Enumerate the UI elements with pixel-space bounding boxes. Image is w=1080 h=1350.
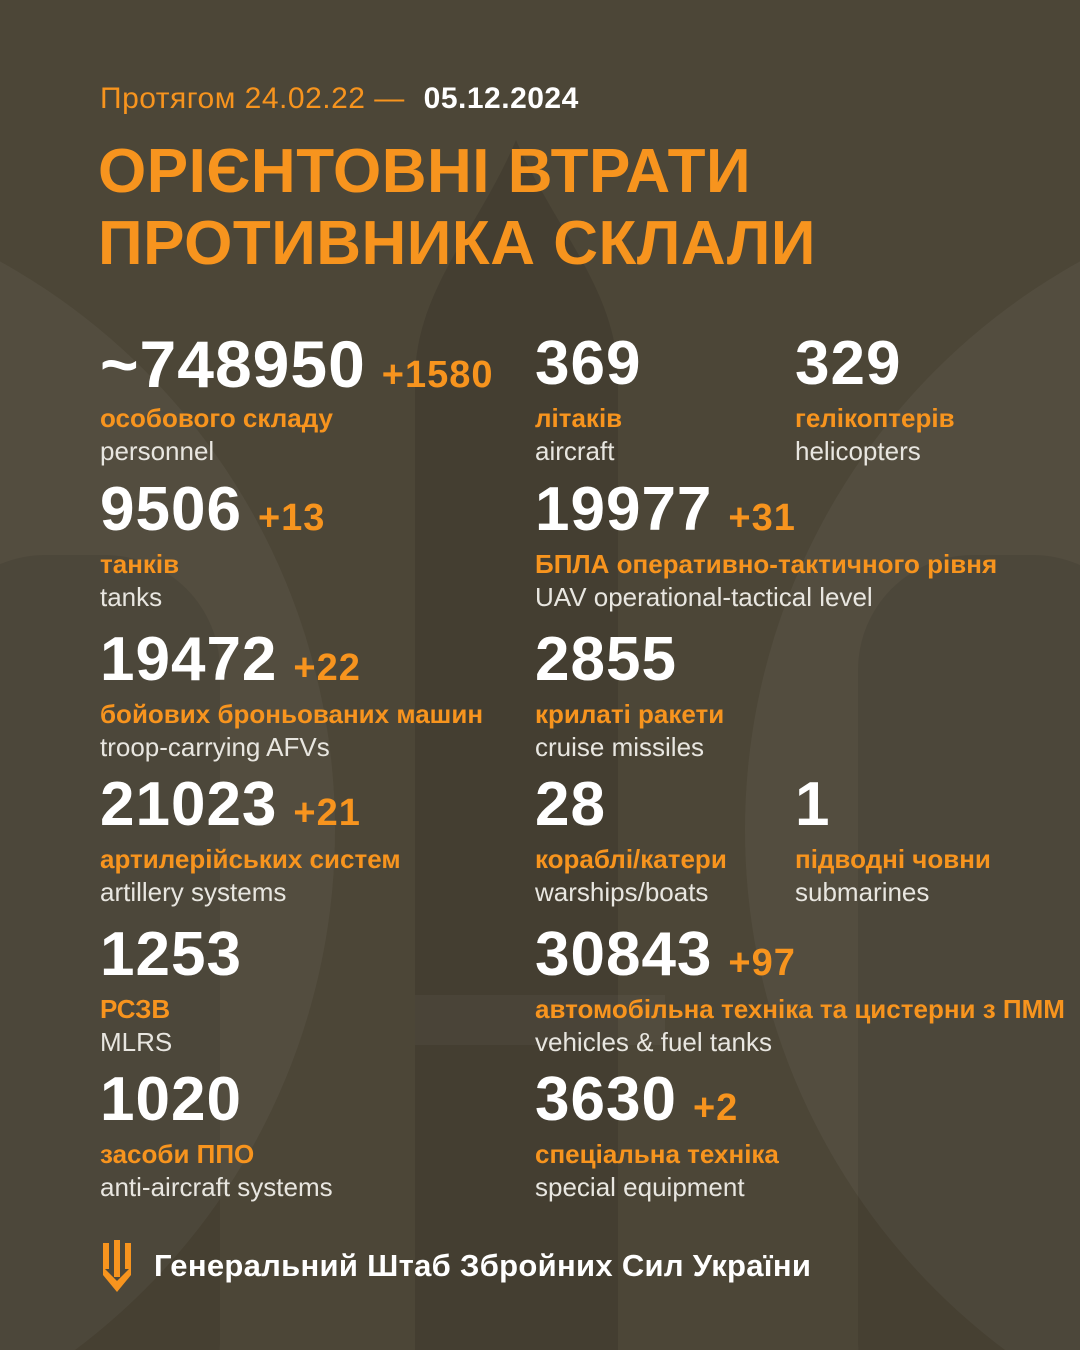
stat-label-en: warships/boats xyxy=(535,877,709,907)
stat-label-en: artillery systems xyxy=(100,877,287,907)
report-date: 05.12.2024 xyxy=(423,82,579,115)
title-line-2: ПРОТИВНИКА СКЛАЛИ xyxy=(98,209,816,278)
stat-artillery: 21023 +21 артилерійських систем artiller… xyxy=(100,773,401,909)
stat-afv: 19472 +22 бойових броньованих машин troo… xyxy=(100,628,483,764)
stat-value: 1 xyxy=(795,770,831,839)
stat-value: 2855 xyxy=(535,625,677,694)
stat-delta: +13 xyxy=(257,497,326,539)
stat-submarines: 1 підводні човни submarines xyxy=(795,773,991,909)
stat-label-en: troop-carrying AFVs xyxy=(100,732,330,762)
stat-delta: +97 xyxy=(728,942,796,984)
stat-label-en: vehicles & fuel tanks xyxy=(535,1027,773,1057)
stat-aircraft: 369 літаків aircraft xyxy=(535,332,641,468)
stat-label-en: tanks xyxy=(100,582,163,612)
stat-tanks: 9506 +13 танків tanks xyxy=(100,478,325,614)
stat-value: 1253 xyxy=(100,920,242,989)
stat-personnel: ~748950 +1580 особового складу personnel xyxy=(100,327,494,468)
stat-cruise-missiles: 2855 крилаті ракети cruise missiles xyxy=(535,628,724,764)
stat-delta: +21 xyxy=(293,792,361,834)
stat-label-en: cruise missiles xyxy=(535,732,705,762)
stat-label-uk: засоби ППО xyxy=(100,1139,255,1169)
stat-label-uk: гелікоптерів xyxy=(795,403,955,433)
stat-label-en: special equipment xyxy=(535,1172,745,1202)
stat-vehicles: 30843 +97 автомобільна техніка та цистер… xyxy=(535,923,1065,1059)
stat-label-uk: РСЗВ xyxy=(100,994,171,1024)
stat-delta: +31 xyxy=(728,497,796,539)
stat-delta: +2 xyxy=(692,1087,739,1129)
stat-mlrs: 1253 РСЗВ MLRS xyxy=(100,923,242,1059)
stat-delta: +22 xyxy=(293,647,361,689)
stat-value: 3630 xyxy=(535,1065,677,1134)
stat-label-en: UAV operational-tactical level xyxy=(535,582,873,612)
stat-label-uk: бойових броньованих машин xyxy=(100,699,484,729)
stat-label-en: personnel xyxy=(100,436,215,466)
stat-value: 28 xyxy=(535,770,606,839)
stat-label-uk: БПЛА оперативно-тактичного рівня xyxy=(535,549,998,579)
stat-value: 329 xyxy=(795,329,902,398)
stat-value: 21023 xyxy=(100,770,278,839)
stat-delta: +1580 xyxy=(381,354,494,396)
stat-warships: 28 кораблі/катери warships/boats xyxy=(535,773,727,909)
stat-value: 9506 xyxy=(100,475,242,544)
stat-label-uk: літаків xyxy=(535,403,623,433)
stat-label-uk: крилаті ракети xyxy=(535,699,725,729)
stat-label-uk: спеціальна техніка xyxy=(535,1139,779,1169)
stat-special-equipment: 3630 +2 спеціальна техніка special equip… xyxy=(535,1068,779,1204)
stat-value: 1020 xyxy=(100,1065,242,1134)
stat-label-en: anti-aircraft systems xyxy=(100,1172,333,1202)
stat-value: 369 xyxy=(535,329,642,398)
footer: Генеральний Штаб Збройних Сил України xyxy=(100,1240,811,1292)
report-period: Протягом 24.02.22 — 05.12.2024 xyxy=(100,82,579,116)
stat-label-uk: особового складу xyxy=(100,403,333,433)
stat-label-uk: кораблі/катери xyxy=(535,844,727,874)
stat-label-uk: автомобільна техніка та цистерни з ПММ xyxy=(535,994,1065,1024)
stat-label-en: helicopters xyxy=(795,436,921,466)
stat-uav: 19977 +31 БПЛА оперативно-тактичного рів… xyxy=(535,478,997,614)
page-title: ОРІЄНТОВНІ ВТРАТИ ПРОТИВНИКА СКЛАЛИ xyxy=(98,136,816,280)
stat-value: 19977 xyxy=(535,475,713,544)
stat-label-en: submarines xyxy=(795,877,930,907)
tryzub-icon xyxy=(103,1240,131,1292)
stat-label-uk: танків xyxy=(100,549,180,579)
stat-label-uk: підводні човни xyxy=(795,844,991,874)
stat-label-uk: артилерійських систем xyxy=(100,844,401,874)
title-line-1: ОРІЄНТОВНІ ВТРАТИ xyxy=(98,137,752,206)
stat-value: ~748950 xyxy=(100,327,366,401)
stat-value: 19472 xyxy=(100,625,278,694)
stat-helicopters: 329 гелікоптерів helicopters xyxy=(795,332,955,468)
stat-label-en: MLRS xyxy=(100,1027,173,1057)
period-label: Протягом 24.02.22 — xyxy=(100,82,405,115)
organization-name: Генеральний Штаб Збройних Сил України xyxy=(154,1248,812,1283)
stat-anti-aircraft: 1020 засоби ППО anti-aircraft systems xyxy=(100,1068,333,1204)
stat-label-en: aircraft xyxy=(535,436,615,466)
stat-value: 30843 xyxy=(535,920,713,989)
